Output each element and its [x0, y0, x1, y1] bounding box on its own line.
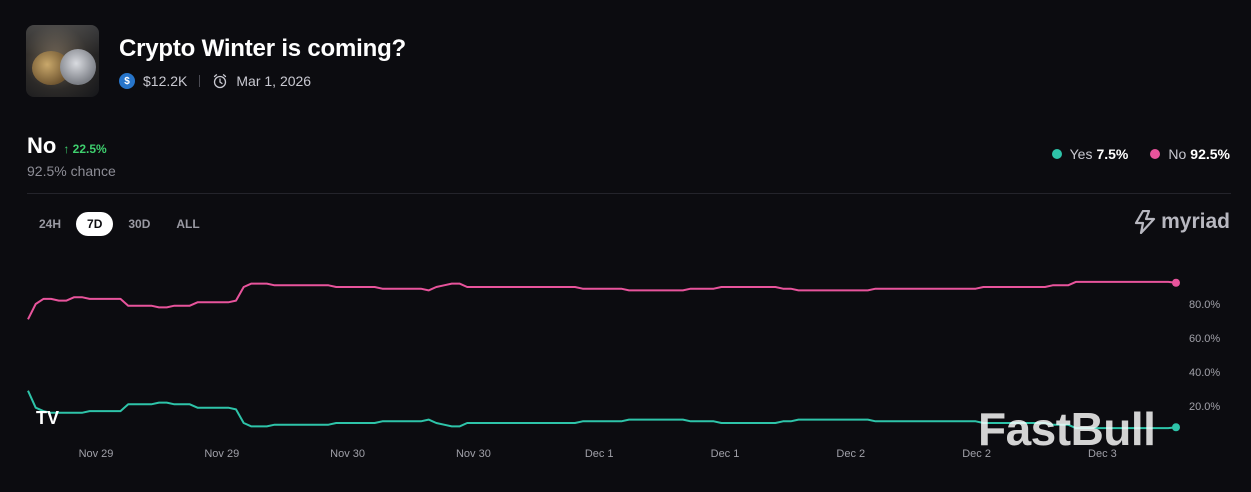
x-tick-label: Nov 29 — [79, 448, 114, 460]
legend-label-yes: Yes — [1069, 146, 1093, 162]
outcome-delta: ↑ 22.5% — [63, 142, 107, 156]
legend-dot-yes — [1051, 149, 1062, 159]
chart-legend: Yes 7.5% No 92.5% — [1030, 146, 1230, 162]
y-tick-label: 80.0% — [1189, 299, 1220, 311]
series-line-no — [27, 280, 1177, 320]
y-tick-label: 40.0% — [1189, 367, 1220, 379]
market-thumbnail — [26, 25, 99, 97]
market-title: Crypto Winter is coming? — [119, 35, 406, 62]
market-heading: Crypto Winter is coming? $ $12.2K Mar 1,… — [119, 35, 406, 89]
probability-chart[interactable]: 20.0% 40.0% 60.0% 80.0% Nov 29 Nov 29 Nov 30 No… — [0, 270, 1251, 470]
tradingview-logo: TV — [36, 408, 60, 428]
legend-item-yes[interactable]: Yes 7.5% — [1051, 146, 1129, 162]
legend-value-no: 92.5% — [1190, 146, 1230, 162]
x-tick-label: Dec 2 — [962, 448, 991, 460]
market-meta: $ $12.2K Mar 1, 2026 — [119, 73, 406, 89]
legend-value-yes: 7.5% — [1096, 146, 1129, 162]
meta-separator — [199, 75, 201, 87]
legend-dot-no — [1150, 149, 1161, 159]
silver-coin-image — [60, 49, 96, 85]
myriad-bolt-icon — [1135, 210, 1156, 234]
outcome-name: No — [27, 133, 57, 158]
x-tick-label: Nov 30 — [330, 448, 365, 460]
tab-30d[interactable]: 30D — [128, 217, 151, 231]
legend-item-no[interactable]: No 92.5% — [1150, 146, 1230, 162]
x-tick-label: Dec 1 — [711, 448, 740, 460]
legend-label-no: No — [1168, 146, 1187, 162]
brand-name: myriad — [1161, 210, 1230, 233]
market-header: Crypto Winter is coming? $ $12.2K Mar 1,… — [26, 25, 406, 97]
x-tick-label: Dec 3 — [1088, 448, 1117, 460]
market-end-date: Mar 1, 2026 — [236, 73, 312, 89]
selected-outcome: No ↑ 22.5% 92.5% chance — [27, 133, 116, 179]
x-tick-label: Nov 29 — [204, 448, 239, 460]
market-volume: $12.2K — [143, 73, 188, 89]
tab-all[interactable]: ALL — [176, 217, 200, 231]
alarm-clock-icon — [214, 74, 227, 89]
section-divider — [27, 193, 1231, 194]
tab-7d[interactable]: 7D — [76, 212, 114, 236]
thumbnail-glare — [26, 25, 99, 55]
x-tick-label: Dec 1 — [585, 448, 614, 460]
timeframe-tabs: 24H 7D 30D ALL — [28, 212, 215, 236]
x-tick-label: Nov 30 — [456, 448, 491, 460]
usdc-icon: $ — [119, 73, 135, 89]
fastbull-watermark: FastBull — [978, 403, 1156, 455]
y-tick-label: 20.0% — [1189, 401, 1220, 413]
outcome-chance: 92.5% chance — [27, 163, 116, 179]
series-endpoint-yes — [1172, 423, 1180, 432]
series-line-yes — [27, 390, 1177, 430]
x-tick-label: Dec 2 — [836, 448, 865, 460]
y-tick-label: 60.0% — [1189, 333, 1220, 345]
series-endpoint-no — [1172, 278, 1180, 287]
myriad-logo: myriad — [1134, 210, 1230, 234]
tab-24h[interactable]: 24H — [39, 217, 62, 231]
